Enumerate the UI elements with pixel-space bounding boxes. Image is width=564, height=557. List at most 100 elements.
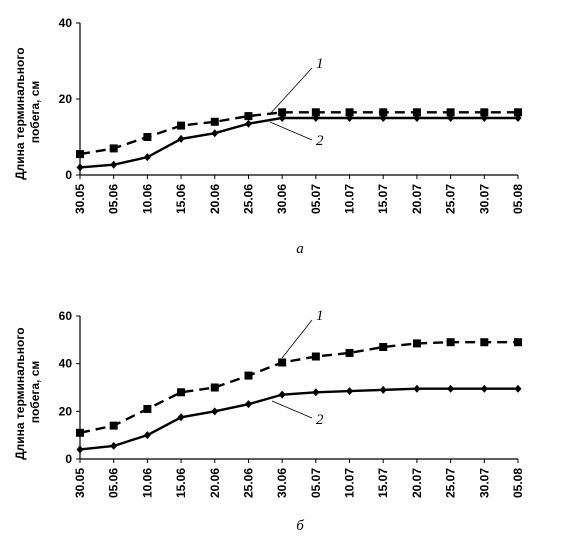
series-1 xyxy=(76,338,522,437)
data-point xyxy=(345,348,354,357)
data-point xyxy=(177,413,185,422)
data-point xyxy=(110,160,118,169)
y-tick-label: 20 xyxy=(59,404,73,418)
callout-line-2 xyxy=(271,400,313,419)
y-tick-label: 0 xyxy=(65,452,72,466)
x-tick-label: 30.07 xyxy=(477,468,491,498)
y-axis-label: Длина терминального побега, см xyxy=(13,324,42,460)
data-point xyxy=(109,421,118,430)
series-line xyxy=(79,111,518,156)
data-point xyxy=(311,108,320,117)
series-line xyxy=(79,387,518,451)
data-point xyxy=(412,339,421,348)
x-tick-label: 25.07 xyxy=(444,184,458,214)
annotation-1: 1 xyxy=(316,308,324,324)
data-point xyxy=(278,390,286,399)
y-axis-label-line-1: Длина терминального xyxy=(13,47,27,179)
series-1 xyxy=(76,108,522,159)
data-point xyxy=(177,134,185,143)
y-tick-label: 40 xyxy=(59,357,73,371)
data-point xyxy=(447,384,455,393)
x-tick-label: 25.06 xyxy=(241,184,255,214)
y-axis-label: Длина терминального побега, см xyxy=(13,44,42,180)
y-axis-label-line-2: побега, см xyxy=(28,361,42,424)
data-point xyxy=(244,112,253,121)
data-point xyxy=(177,121,186,130)
data-point xyxy=(211,129,219,138)
data-point xyxy=(76,163,84,172)
data-point xyxy=(379,385,387,394)
chart-panel-b: Длина терминального побега, см 0 20 40 60 3… xyxy=(13,308,525,534)
callout-line-1 xyxy=(281,319,313,359)
panel-label: б xyxy=(296,518,304,534)
data-point xyxy=(480,338,489,347)
series-line xyxy=(79,116,518,169)
callout-line-2 xyxy=(269,121,313,141)
x-tick-label: 25.06 xyxy=(241,468,255,498)
x-tick-label: 05.07 xyxy=(309,184,323,214)
y-axis-label-line-1: Длина терминального xyxy=(13,327,27,459)
data-point xyxy=(278,108,287,117)
callouts: 1 2 xyxy=(271,308,324,428)
data-point xyxy=(379,114,387,122)
data-point xyxy=(514,338,522,347)
data-point xyxy=(244,119,252,128)
x-tick-label: 15.06 xyxy=(174,184,188,214)
callouts: 1 2 xyxy=(269,56,324,149)
x-tick-label: 05.06 xyxy=(107,184,121,214)
series-layer xyxy=(76,338,522,454)
x-tick-label: 30.05 xyxy=(73,468,87,498)
data-point xyxy=(346,114,354,122)
x-tick-label: 15.06 xyxy=(174,468,188,498)
x-tick-label: 20.07 xyxy=(410,468,424,498)
panel-label: а xyxy=(296,241,304,257)
x-tick-label: 10.06 xyxy=(140,184,154,214)
axes xyxy=(79,23,518,176)
y-ticks: 0 20 40 xyxy=(59,16,80,182)
data-point xyxy=(143,431,151,440)
series-2 xyxy=(76,114,522,172)
data-point xyxy=(312,388,320,397)
data-point xyxy=(446,108,455,117)
data-point xyxy=(76,445,84,454)
data-point xyxy=(346,387,354,396)
data-point xyxy=(447,114,455,122)
data-point xyxy=(210,117,219,126)
data-point xyxy=(109,144,118,153)
x-tick-label: 15.07 xyxy=(376,184,390,214)
x-tick-label: 05.07 xyxy=(309,468,323,498)
data-point xyxy=(412,108,421,117)
x-tick-label: 20.07 xyxy=(410,184,424,214)
data-point xyxy=(446,338,455,347)
data-point xyxy=(379,108,388,117)
data-point xyxy=(143,153,151,162)
x-tick-label: 10.07 xyxy=(343,468,357,498)
x-tick-label: 30.05 xyxy=(73,184,87,214)
x-ticks: 30.05 05.06 10.06 15.06 20.06 25.06 30.06 05.07… xyxy=(73,175,525,214)
x-tick-label: 20.06 xyxy=(208,184,222,214)
data-point xyxy=(413,114,421,122)
data-point xyxy=(76,150,84,159)
y-tick-label: 20 xyxy=(59,92,73,106)
series-line xyxy=(79,341,518,434)
x-tick-label: 05.08 xyxy=(511,468,525,498)
data-point xyxy=(480,384,488,393)
y-tick-label: 60 xyxy=(59,309,73,323)
series-layer xyxy=(76,108,522,172)
x-tick-label: 05.08 xyxy=(511,184,525,214)
y-tick-label: 0 xyxy=(65,168,72,182)
data-point xyxy=(143,133,152,141)
data-point xyxy=(345,108,354,117)
y-axis-label-line-2: побега, см xyxy=(28,81,42,144)
data-point xyxy=(311,352,320,361)
x-tick-label: 25.07 xyxy=(444,468,458,498)
chart-panel-a: Длина терминального побега, см 0 20 40 30.… xyxy=(13,16,525,257)
data-point xyxy=(514,114,522,122)
x-tick-label: 30.07 xyxy=(477,184,491,214)
callout-line-1 xyxy=(269,67,313,115)
data-point xyxy=(244,371,253,380)
data-point xyxy=(480,108,489,117)
data-point xyxy=(480,114,488,122)
data-point xyxy=(312,114,320,122)
data-point xyxy=(143,404,152,413)
